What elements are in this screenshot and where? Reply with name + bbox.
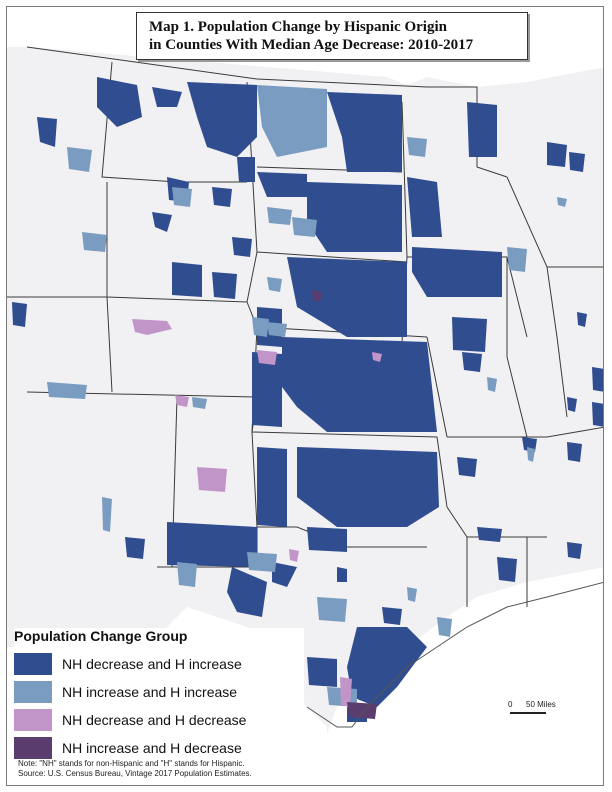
legend-item-nh-increase-h-decrease: NH increase and H decrease (14, 734, 304, 762)
water-area (307, 567, 603, 785)
legend-swatch (14, 709, 52, 731)
legend-item-nh-decrease-h-increase: NH decrease and H increase (14, 650, 304, 678)
source-notes: Note: "NH" stands for non-Hispanic and "… (18, 759, 318, 779)
legend-item-nh-increase-h-increase: NH increase and H increase (14, 678, 304, 706)
note-line: Note: "NH" stands for non-Hispanic and "… (18, 759, 245, 768)
map-title-box: Map 1. Population Change by Hispanic Ori… (136, 12, 528, 60)
legend-item-nh-decrease-h-decrease: NH decrease and H decrease (14, 706, 304, 734)
legend-label: NH decrease and H decrease (62, 712, 247, 728)
scale-distance-label: 50 Miles (526, 700, 556, 709)
scale-line (510, 712, 546, 714)
source-line: Source: U.S. Census Bureau, Vintage 2017… (18, 769, 252, 778)
map-title-line-1: Map 1. Population Change by Hispanic Ori… (149, 19, 447, 35)
legend-swatch (14, 681, 52, 703)
layer-nh-increase-h-decrease (312, 290, 377, 719)
legend-label: NH increase and H increase (62, 684, 238, 700)
layer-nh-decrease-h-increase (12, 77, 603, 722)
legend: Population Change Group NH decrease and … (14, 628, 304, 764)
map-title-line-2: in Counties With Median Age Decrease: 20… (149, 37, 474, 53)
legend-swatch (14, 737, 52, 759)
scale-zero-label: 0 (508, 700, 513, 709)
coastline (306, 582, 603, 728)
scale-bar: 0 50 Miles (508, 700, 588, 720)
legend-label: NH decrease and H increase (62, 656, 242, 672)
legend-swatch (14, 653, 52, 675)
legend-title: Population Change Group (14, 628, 188, 644)
legend-label: NH increase and H decrease (62, 740, 242, 756)
layer-nh-decrease-h-decrease (132, 319, 382, 707)
